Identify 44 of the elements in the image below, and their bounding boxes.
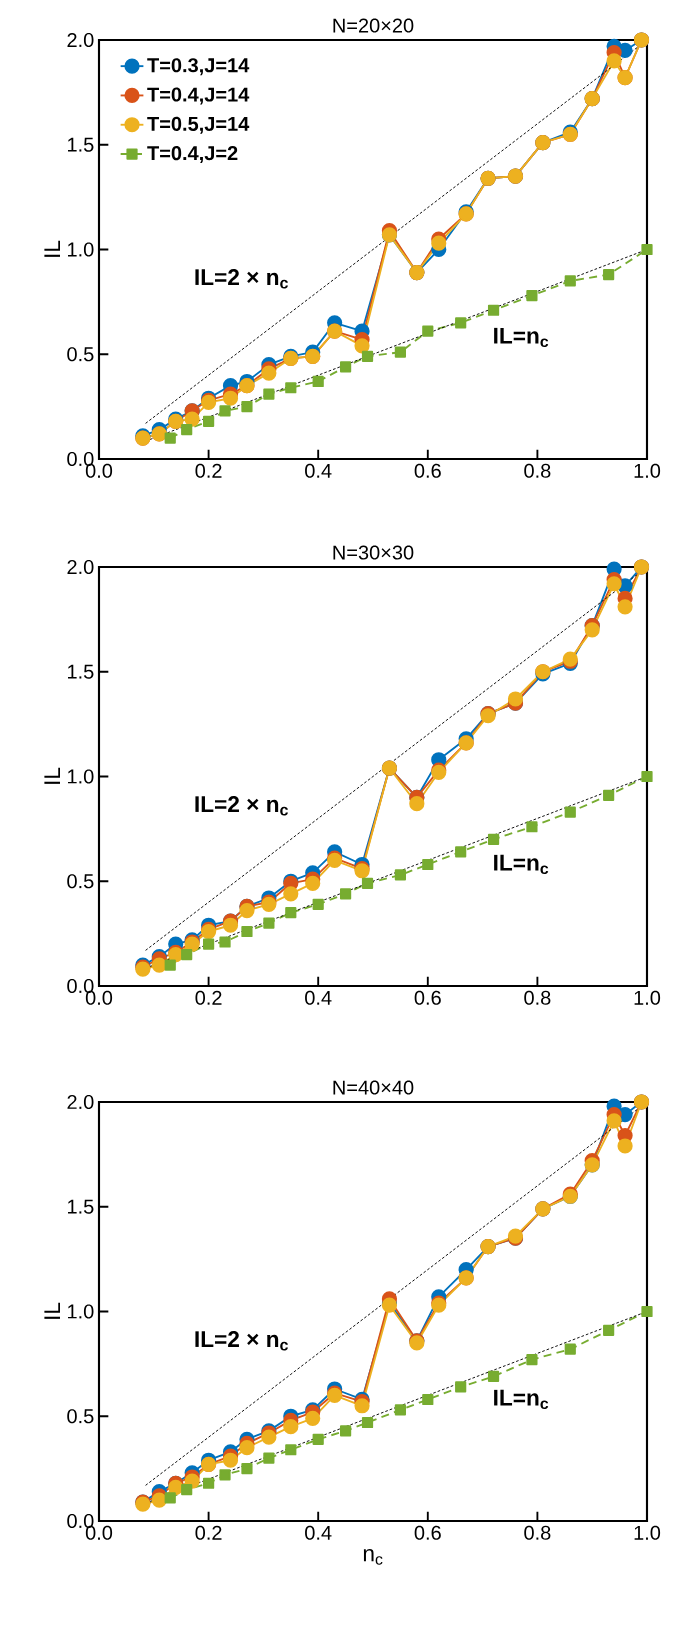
x-tick-label: 0.2 xyxy=(195,1525,222,1540)
annotation: IL=2 × n$_{c}$ xyxy=(195,269,288,289)
y-tick-label: 2.0 xyxy=(67,559,94,575)
legend-label: T=0.3,J=14 xyxy=(147,58,250,76)
x-tick-label: 0.6 xyxy=(414,1525,441,1540)
x-tick-label: 0.6 xyxy=(414,990,441,1005)
legend-label: T=0.4,J=14 xyxy=(147,87,250,105)
annotation: IL=2 × n$_{c}$ xyxy=(195,1331,288,1351)
chart-title: N=40×40 xyxy=(333,1080,414,1095)
x-tick-label: 0.2 xyxy=(195,463,222,478)
y-axis-title: IL xyxy=(44,1302,60,1319)
annotation: IL=n$_{c}$ xyxy=(494,327,549,348)
y-tick-label: 1.5 xyxy=(68,664,94,679)
y-tick-label: 0.5 xyxy=(67,874,94,889)
chart-title: N=20×20 xyxy=(333,18,414,33)
x-tick-label: 1.0 xyxy=(634,463,661,478)
x-axis-title: n$_{c}$ xyxy=(363,1549,383,1565)
y-axis-title: IL xyxy=(44,767,60,784)
y-tick-label: 0.5 xyxy=(67,1409,94,1424)
x-tick-label: 0.4 xyxy=(305,990,332,1005)
x-tick-label: 0.6 xyxy=(414,463,441,478)
x-tick-label: 0.8 xyxy=(524,463,551,478)
y-tick-label: 0.5 xyxy=(67,347,94,362)
annotation: IL=2 × n$_{c}$ xyxy=(195,796,288,816)
y-tick-label: 2.0 xyxy=(67,32,94,48)
x-tick-label: 0.8 xyxy=(524,990,551,1005)
legend-label: T=0.5,J=14 xyxy=(147,116,250,134)
y-tick-label: 1.5 xyxy=(68,137,94,152)
x-tick-label: 0.8 xyxy=(524,1525,551,1540)
chart-title: N=30×30 xyxy=(333,545,414,560)
y-axis-title: IL xyxy=(44,240,60,257)
y-tick-label: 1.0 xyxy=(68,242,94,257)
y-tick-label: 1.5 xyxy=(68,1199,94,1214)
y-tick-label: 2.0 xyxy=(67,1094,94,1110)
x-tick-label: 1.0 xyxy=(634,1525,661,1540)
x-tick-label: 1.0 xyxy=(634,990,661,1005)
y-tick-label: 1.0 xyxy=(68,1304,94,1319)
legend-label: T=0.4,J=2 xyxy=(147,146,238,164)
annotation: IL=n$_{c}$ xyxy=(494,854,549,875)
annotation: IL=n$_{c}$ xyxy=(494,1389,549,1410)
y-tick-label: 1.0 xyxy=(68,769,94,784)
x-tick-label: 0.2 xyxy=(195,990,222,1005)
x-tick-label: 0.4 xyxy=(305,463,332,478)
x-tick-label: 0.4 xyxy=(305,1525,332,1540)
